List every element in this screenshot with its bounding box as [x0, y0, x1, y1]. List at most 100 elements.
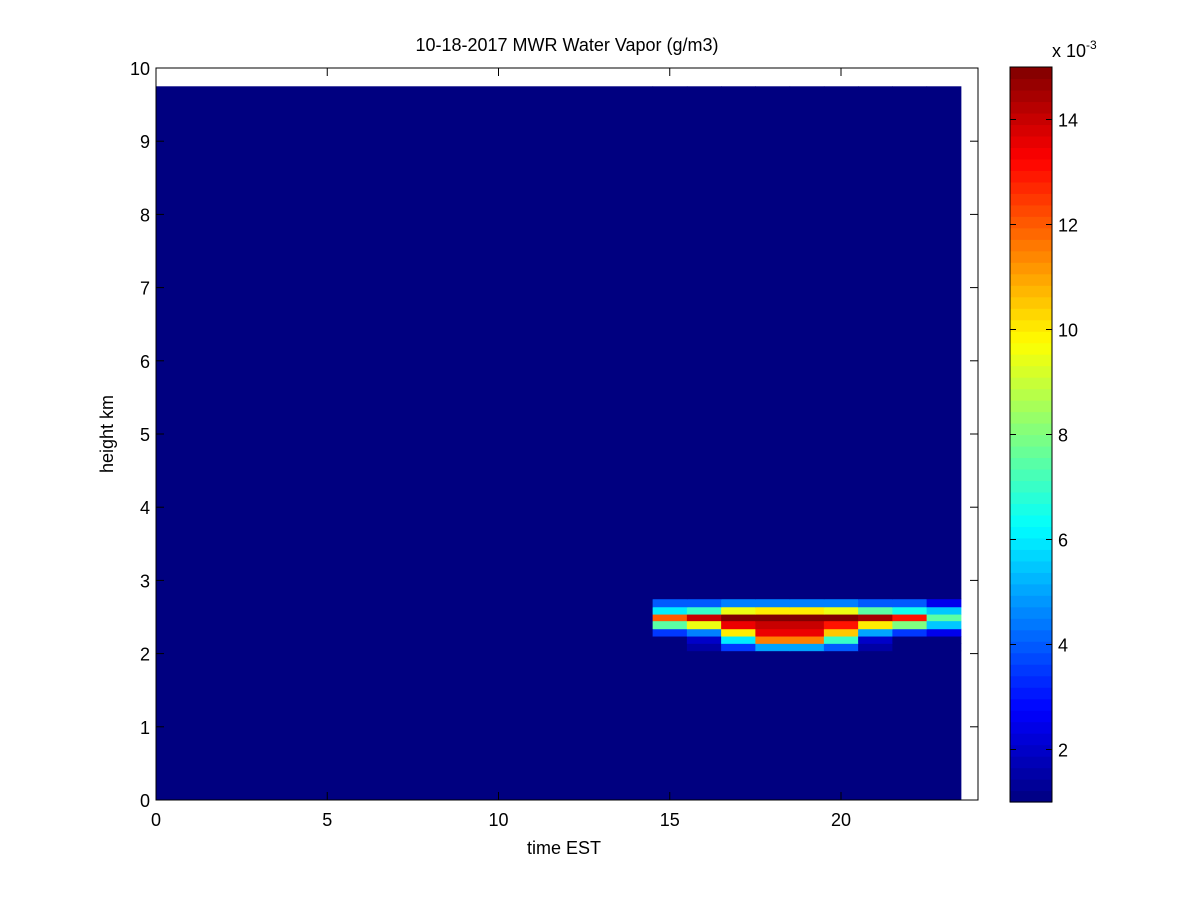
colorbar-swatch [1010, 744, 1052, 757]
colorbar-box [1009, 66, 1053, 803]
heatmap-cell [926, 650, 962, 801]
y-tick-label: 3 [140, 571, 150, 591]
heatmap-cell [789, 636, 825, 644]
colorbar-swatch [1010, 365, 1052, 378]
heatmap-cell [789, 643, 825, 652]
colorbar-swatch [1010, 285, 1052, 298]
colorbar-tick-label: 14 [1058, 111, 1078, 131]
heatmap-cell [926, 606, 962, 615]
x-tick-label: 20 [831, 810, 851, 830]
heatmap-cell [823, 598, 859, 608]
colorbar-tick-label: 10 [1058, 321, 1078, 341]
heatmap-cell [686, 628, 722, 637]
heatmap-cell [823, 86, 859, 600]
colorbar-scale: x 10-3 [1052, 38, 1097, 61]
heatmap-cell [652, 598, 688, 608]
heatmap-cell [755, 628, 791, 637]
colorbar-swatch [1010, 779, 1052, 792]
colorbar-swatch [1010, 112, 1052, 126]
heatmap-cell [156, 606, 654, 615]
heatmap-cell [892, 614, 928, 622]
heatmap-cell [789, 628, 825, 637]
colorbar-swatch [1010, 687, 1052, 700]
colorbar-swatch [1010, 503, 1052, 516]
colorbar-swatch [1010, 411, 1052, 424]
colorbar-swatch [1010, 388, 1052, 401]
heatmap-cell [652, 606, 688, 615]
y-tick-label: 1 [140, 718, 150, 738]
colorbar-swatch [1010, 204, 1052, 217]
heatmap-cell [926, 598, 962, 608]
heatmap-cell [721, 636, 756, 644]
heatmap-cell [652, 86, 688, 600]
y-tick-label: 8 [140, 205, 150, 225]
colorbar-swatch [1010, 342, 1052, 355]
heatmap-cell [789, 606, 825, 615]
heatmap-cell [156, 620, 654, 630]
colorbar-tick-label: 4 [1058, 636, 1068, 656]
heatmap-cell [892, 86, 928, 600]
colorbar-swatch [1010, 319, 1052, 332]
colorbar-swatch [1010, 181, 1052, 194]
heatmap-cell [686, 614, 722, 622]
colorbar-swatch [1010, 491, 1052, 505]
colorbar-swatch [1010, 216, 1052, 229]
heatmap-cell [156, 643, 654, 652]
heatmap-cell [686, 86, 722, 600]
heatmap-cell [721, 598, 756, 608]
heatmap-cell [892, 598, 928, 608]
heatmap-cell [858, 606, 893, 615]
chart-title: 10-18-2017 MWR Water Vapor (g/m3) [415, 35, 718, 55]
x-tick-label: 5 [322, 810, 332, 830]
y-tick-label: 10 [130, 59, 150, 79]
heatmap-cell [755, 620, 791, 630]
heatmap-cell [892, 650, 928, 801]
colorbar-swatch [1010, 526, 1052, 539]
colorbar-swatch [1010, 135, 1052, 148]
heatmap-cell [926, 614, 962, 622]
colorbar-tick-label: 8 [1058, 426, 1068, 446]
y-tick-label: 7 [140, 279, 150, 299]
colorbar-swatch [1010, 354, 1052, 367]
heatmap-cell [652, 636, 688, 644]
colorbar-swatch [1010, 423, 1052, 436]
heatmap-cell [789, 86, 825, 600]
heatmap-cell [926, 643, 962, 652]
heatmap-cell [823, 606, 859, 615]
heatmap-cell [858, 643, 893, 652]
colorbar-swatch [1010, 468, 1052, 482]
heatmap-cell [789, 598, 825, 608]
colorbar-swatch [1010, 400, 1052, 413]
colorbar-swatch [1010, 445, 1052, 459]
heatmap-cell [755, 598, 791, 608]
heatmap-cell [858, 86, 893, 600]
heatmap-cell [686, 643, 722, 652]
colorbar-swatch [1010, 641, 1052, 654]
heatmap-cell [686, 620, 722, 630]
heatmap-cell [156, 598, 654, 608]
heatmap-cell [926, 86, 962, 600]
colorbar-swatch [1010, 721, 1052, 734]
heatmap-cell [721, 628, 756, 637]
colorbar-swatch [1010, 652, 1052, 665]
heatmap-cell [721, 606, 756, 615]
axes-box [155, 67, 979, 801]
heatmap-cell [652, 614, 688, 622]
heatmap-cell [156, 650, 654, 801]
colorbar-swatch [1010, 227, 1052, 240]
colorbar-tick-label: 2 [1058, 741, 1068, 761]
colorbar-swatch [1010, 124, 1052, 137]
heatmap-cell [823, 628, 859, 637]
y-tick-label: 0 [140, 791, 150, 811]
heatmap-cell [686, 636, 722, 644]
y-axis-label: height km [97, 395, 117, 473]
colorbar-scale-exponent: -3 [1086, 38, 1097, 52]
heatmap-cell [755, 650, 791, 801]
heatmap-cell [686, 598, 722, 608]
colorbar-swatch [1010, 147, 1052, 160]
heatmap-cell [755, 643, 791, 652]
heatmap-cell [721, 614, 756, 622]
colorbar-swatch [1010, 767, 1052, 780]
heatmap-cell [156, 636, 654, 644]
